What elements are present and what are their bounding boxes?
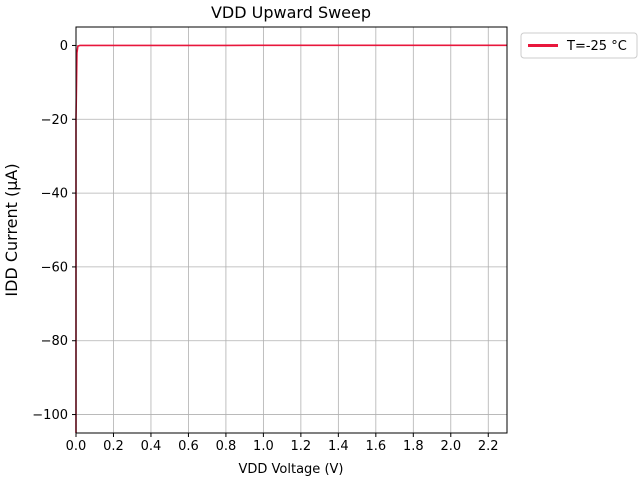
series-line bbox=[75, 44, 507, 433]
x-tick-label: 1.2 bbox=[291, 439, 312, 454]
y-tick-label: −60 bbox=[41, 260, 68, 275]
plot-frame bbox=[75, 26, 508, 434]
x-axis-ticks: 0.0 0.2 0.4 0.6 0.8 1.0 1.2 1.4 1.6 1.8 2.0 2.2 bbox=[66, 433, 499, 454]
y-tick-label: 0 bbox=[60, 39, 68, 54]
x-tick-label: 1.8 bbox=[403, 439, 424, 454]
legend-label: T=-25 °C bbox=[566, 39, 627, 54]
y-tick-label: −40 bbox=[41, 187, 68, 202]
x-tick-label: 0.2 bbox=[103, 439, 124, 454]
y-axis-ticks: 0 −20 −40 −60 −80 −100 bbox=[32, 39, 76, 423]
x-tick-label: 2.0 bbox=[440, 439, 461, 454]
x-axis-label: VDD Voltage (V) bbox=[239, 462, 344, 477]
x-tick-label: 0.0 bbox=[66, 439, 87, 454]
x-tick-label: 1.4 bbox=[328, 439, 349, 454]
x-tick-label: 0.6 bbox=[178, 439, 199, 454]
x-tick-label: 1.0 bbox=[253, 439, 274, 454]
y-tick-label: −20 bbox=[41, 113, 68, 128]
x-tick-label: 0.4 bbox=[141, 439, 162, 454]
y-tick-label: −100 bbox=[32, 408, 68, 423]
x-tick-label: 0.8 bbox=[216, 439, 237, 454]
x-tick-label: 1.6 bbox=[365, 439, 386, 454]
x-tick-label: 2.2 bbox=[478, 439, 499, 454]
legend: T=-25 °C bbox=[520, 32, 638, 59]
y-axis-label: IDD Current (µA) bbox=[2, 163, 21, 296]
grid bbox=[75, 27, 507, 433]
series-lines bbox=[75, 44, 507, 433]
y-tick-label: −80 bbox=[41, 334, 68, 349]
legend-box bbox=[520, 32, 638, 59]
chart-title: VDD Upward Sweep bbox=[211, 3, 371, 22]
